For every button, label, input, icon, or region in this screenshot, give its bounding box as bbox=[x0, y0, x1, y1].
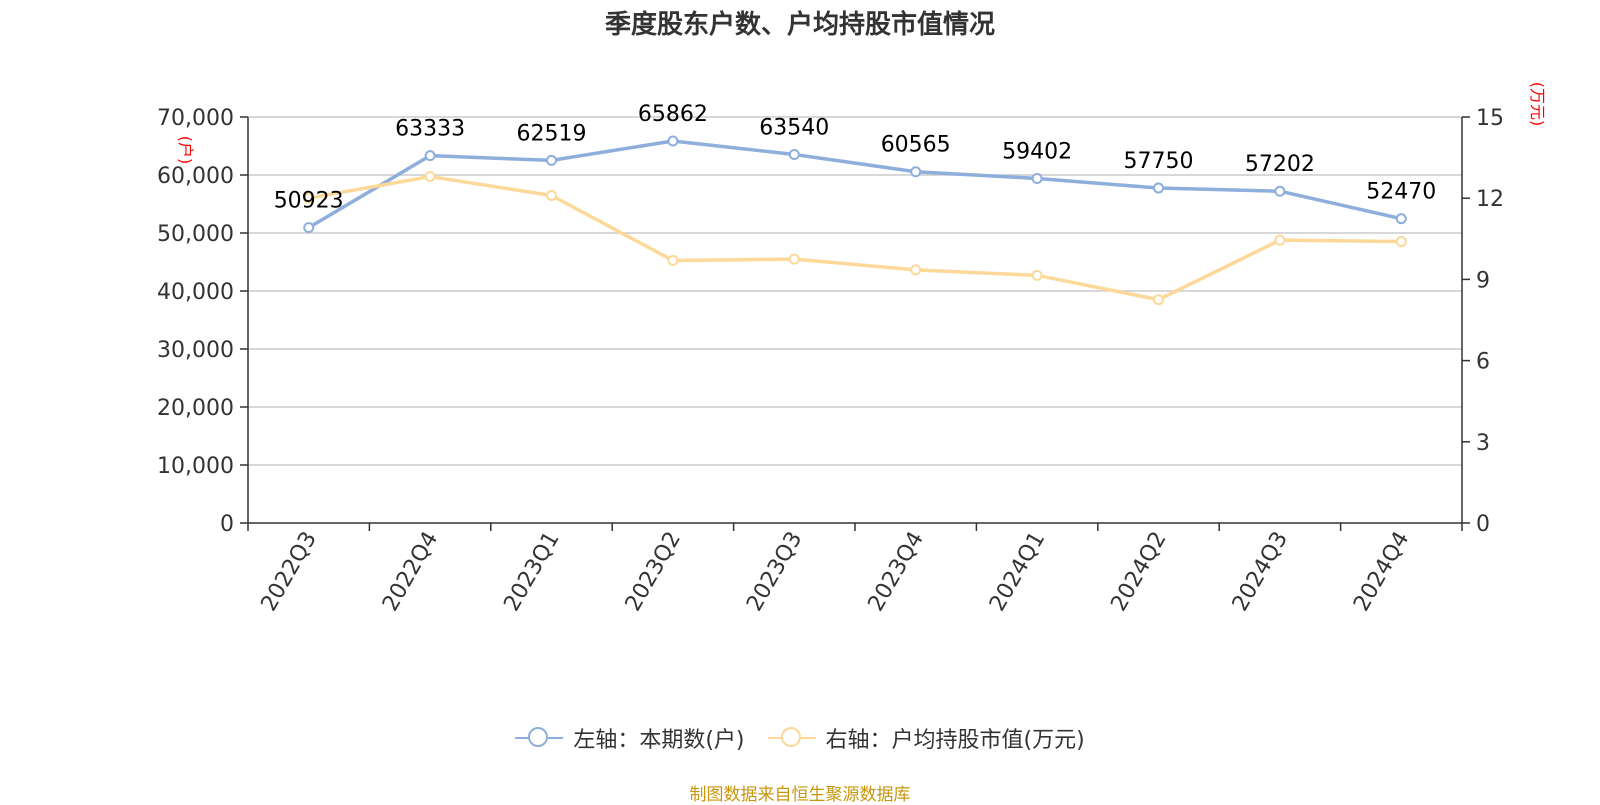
data-point-avg-value bbox=[1153, 294, 1164, 306]
series-line-avg-value bbox=[308, 174, 1402, 302]
legend-label-households: 左轴：本期数(户) bbox=[573, 728, 745, 753]
right-axis-ticks: 0 3 6 9 12 15 bbox=[1462, 106, 1504, 537]
data-point-households bbox=[1153, 182, 1164, 194]
data-point-households bbox=[910, 166, 922, 178]
x-tick-label: 2023Q1 bbox=[499, 528, 564, 616]
right-tick-label: 6 bbox=[1476, 350, 1490, 375]
x-tick-label: 2023Q4 bbox=[864, 528, 929, 616]
data-point-avg-value bbox=[667, 254, 679, 266]
data-point-households bbox=[1395, 213, 1407, 225]
data-point-avg-value bbox=[1031, 269, 1043, 281]
legend-marker-households-icon bbox=[515, 726, 564, 750]
legend-marker-avg-value-icon bbox=[767, 726, 816, 750]
right-tick-label: 15 bbox=[1476, 106, 1504, 131]
legend-label-avg-value: 右轴：户均持股市值(万元) bbox=[825, 728, 1085, 753]
data-labels: 50923 63333 62519 65862 63540 60565 59402 57750… bbox=[274, 102, 1437, 214]
x-tick-label: 2023Q3 bbox=[742, 528, 807, 616]
data-point-avg-value bbox=[1274, 234, 1286, 246]
data-label-households: 65862 bbox=[638, 102, 708, 127]
chart-title: 季度股东户数、户均持股市值情况 bbox=[604, 10, 995, 40]
right-tick-label: 12 bbox=[1476, 187, 1504, 212]
right-tick-label: 3 bbox=[1476, 431, 1490, 456]
data-point-households bbox=[424, 150, 436, 162]
data-label-households: 62519 bbox=[517, 121, 587, 146]
series-line-households bbox=[307, 139, 1402, 230]
right-tick-label: 0 bbox=[1476, 512, 1490, 537]
data-point-avg-value bbox=[1395, 236, 1407, 248]
data-point-avg-value bbox=[788, 253, 800, 265]
data-label-households: 52470 bbox=[1366, 180, 1436, 205]
x-tick-label: 2022Q4 bbox=[378, 528, 443, 616]
chart-area: 0 10,000 20,000 30,000 40,000 50,000 60,000 70,… bbox=[157, 82, 1547, 616]
data-label-households: 59402 bbox=[1002, 139, 1072, 164]
data-label-households: 57202 bbox=[1245, 152, 1315, 177]
left-tick-label: 0 bbox=[220, 512, 234, 537]
x-tick-label: 2024Q3 bbox=[1228, 528, 1293, 616]
left-tick-label: 50,000 bbox=[157, 222, 234, 247]
x-tick-label: 2023Q2 bbox=[621, 528, 686, 616]
right-tick-label: 9 bbox=[1476, 268, 1490, 293]
data-point-households bbox=[1274, 185, 1286, 197]
x-tick-label: 2024Q1 bbox=[985, 528, 1050, 616]
x-tick-label: 2024Q2 bbox=[1106, 528, 1171, 616]
left-tick-label: 10,000 bbox=[157, 454, 234, 479]
data-point-households bbox=[788, 148, 800, 160]
data-point-households bbox=[546, 154, 557, 166]
left-axis-unit: (户) bbox=[176, 136, 195, 165]
series-points bbox=[303, 135, 1407, 306]
left-tick-label: 20,000 bbox=[157, 396, 234, 421]
x-axis-ticks: 2022Q3 2022Q4 2023Q1 2023Q2 2023Q3 2023Q4 2024… bbox=[247, 523, 1463, 616]
data-label-households: 63540 bbox=[759, 115, 829, 140]
data-point-avg-value bbox=[303, 192, 315, 204]
left-tick-label: 60,000 bbox=[157, 164, 234, 189]
data-point-avg-value bbox=[546, 189, 557, 201]
data-label-households: 60565 bbox=[881, 133, 951, 158]
gridlines bbox=[248, 116, 1462, 466]
series-lines bbox=[307, 139, 1402, 302]
data-label-households: 63333 bbox=[395, 117, 465, 142]
data-label-households: 57750 bbox=[1124, 149, 1194, 174]
left-axis-ticks: 0 10,000 20,000 30,000 40,000 50,000 60,000 70,… bbox=[157, 106, 248, 537]
data-point-avg-value bbox=[910, 264, 922, 276]
data-source-note: 制图数据来自恒生聚源数据库 bbox=[689, 785, 911, 805]
x-tick-label: 2024Q4 bbox=[1349, 528, 1414, 616]
data-point-households bbox=[1031, 172, 1043, 184]
data-label-households: 50923 bbox=[274, 189, 344, 214]
legend-item-avg-value[interactable]: 右轴：户均持股市值(万元) bbox=[767, 722, 1085, 754]
legend-item-households[interactable]: 左轴：本期数(户) bbox=[515, 722, 745, 754]
legend: 左轴：本期数(户) 右轴：户均持股市值(万元) bbox=[0, 722, 1600, 756]
x-tick-label: 2022Q3 bbox=[257, 528, 322, 616]
right-axis-unit: (万元) bbox=[1528, 82, 1547, 127]
left-tick-label: 30,000 bbox=[157, 338, 234, 363]
data-point-households bbox=[667, 135, 679, 147]
data-point-households bbox=[303, 222, 315, 234]
data-point-avg-value bbox=[424, 171, 436, 183]
left-tick-label: 70,000 bbox=[157, 106, 234, 131]
left-tick-label: 40,000 bbox=[157, 280, 234, 305]
